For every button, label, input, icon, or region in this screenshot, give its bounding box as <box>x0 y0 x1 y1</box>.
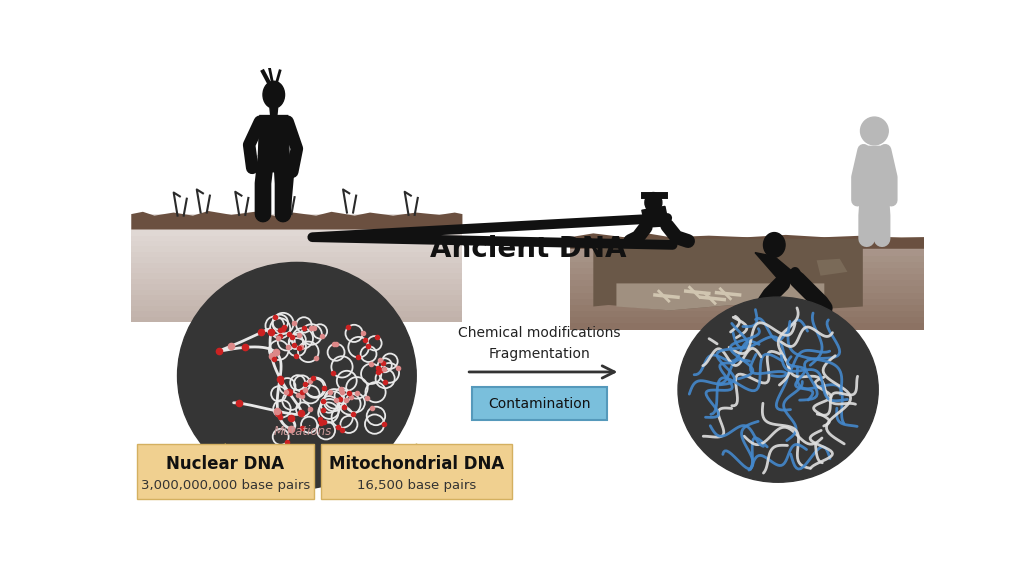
Polygon shape <box>571 256 925 262</box>
Polygon shape <box>571 262 925 268</box>
Polygon shape <box>571 280 925 286</box>
Polygon shape <box>131 306 462 311</box>
FancyBboxPatch shape <box>320 444 513 499</box>
Polygon shape <box>131 236 462 241</box>
Polygon shape <box>817 259 848 276</box>
Ellipse shape <box>645 193 662 212</box>
Polygon shape <box>131 211 462 229</box>
Polygon shape <box>259 115 289 157</box>
Polygon shape <box>571 233 925 249</box>
Polygon shape <box>131 257 462 263</box>
Polygon shape <box>571 286 925 293</box>
Polygon shape <box>571 268 925 274</box>
Polygon shape <box>260 154 287 172</box>
Polygon shape <box>571 274 925 280</box>
Polygon shape <box>131 273 462 279</box>
Polygon shape <box>131 214 462 219</box>
Polygon shape <box>131 219 462 225</box>
Polygon shape <box>862 146 887 193</box>
FancyBboxPatch shape <box>137 444 314 499</box>
Text: Ancient DNA: Ancient DNA <box>430 234 626 263</box>
Polygon shape <box>131 284 462 289</box>
Polygon shape <box>131 214 462 322</box>
Text: Mutations: Mutations <box>274 425 332 438</box>
Polygon shape <box>593 239 863 310</box>
Ellipse shape <box>263 81 284 108</box>
Polygon shape <box>571 311 925 318</box>
Polygon shape <box>571 244 925 250</box>
Polygon shape <box>571 305 925 311</box>
Polygon shape <box>642 206 668 227</box>
Polygon shape <box>131 241 462 246</box>
Polygon shape <box>131 311 462 316</box>
Text: Mitochondrial DNA: Mitochondrial DNA <box>329 455 504 473</box>
Text: Fragmentation: Fragmentation <box>488 347 590 361</box>
Ellipse shape <box>763 233 785 257</box>
Text: 16,500 base pairs: 16,500 base pairs <box>356 480 476 493</box>
Polygon shape <box>131 252 462 257</box>
Ellipse shape <box>678 297 879 483</box>
Polygon shape <box>131 268 462 273</box>
Polygon shape <box>571 237 925 244</box>
Polygon shape <box>616 284 824 310</box>
Polygon shape <box>571 250 925 256</box>
Text: Nuclear DNA: Nuclear DNA <box>166 455 284 473</box>
Polygon shape <box>131 246 462 252</box>
Text: 3,000,000,000 base pairs: 3,000,000,000 base pairs <box>141 480 310 493</box>
Polygon shape <box>131 301 462 306</box>
Polygon shape <box>131 289 462 295</box>
Polygon shape <box>131 231 462 236</box>
Polygon shape <box>270 108 278 115</box>
FancyBboxPatch shape <box>473 388 607 420</box>
Circle shape <box>860 117 888 145</box>
Ellipse shape <box>177 262 416 489</box>
Text: Chemical modifications: Chemical modifications <box>458 327 621 341</box>
Polygon shape <box>131 295 462 301</box>
Polygon shape <box>571 293 925 299</box>
Polygon shape <box>131 279 462 284</box>
Polygon shape <box>571 237 925 329</box>
Polygon shape <box>755 253 797 284</box>
Text: Contamination: Contamination <box>488 397 590 411</box>
Polygon shape <box>571 299 925 305</box>
Polygon shape <box>131 225 462 231</box>
Polygon shape <box>131 263 462 268</box>
